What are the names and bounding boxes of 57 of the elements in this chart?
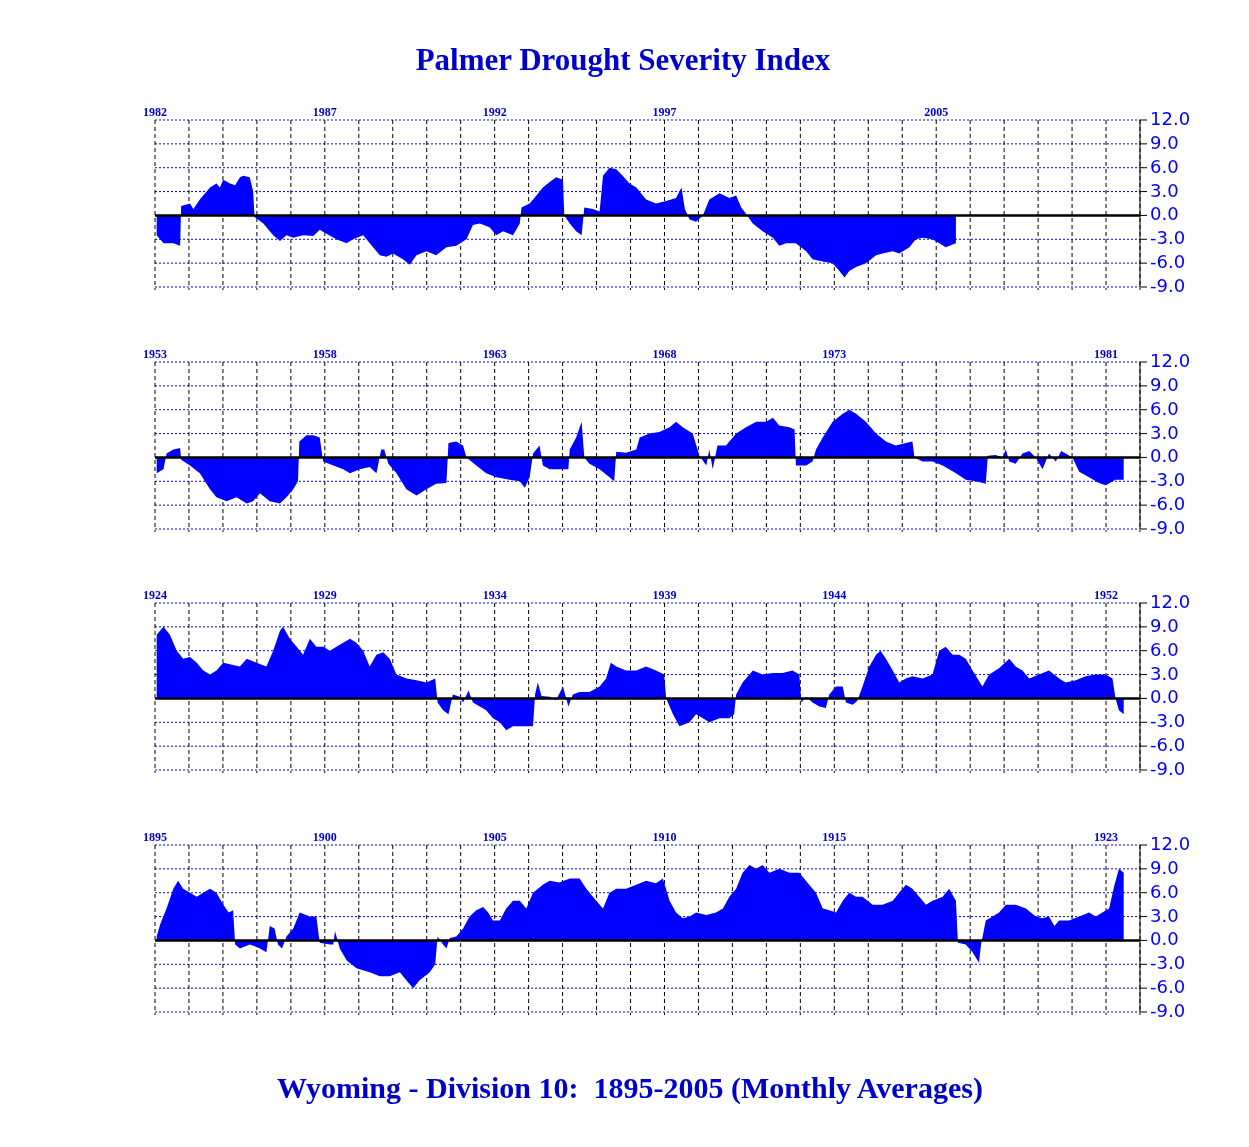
y-tick-label: 9.0	[1150, 856, 1179, 878]
x-tick-label: 1915	[822, 830, 847, 844]
y-tick-label: -6.0	[1150, 976, 1186, 998]
x-tick-label: 1944	[822, 588, 847, 602]
text: Wyoming - Division 10: 1895-2005 (Monthly Averages)	[277, 1071, 983, 1105]
y-tick-label: -9.0	[1150, 758, 1186, 779]
y-tick-label: 6.0	[1150, 155, 1179, 177]
y-tick-label: 3.0	[1150, 662, 1179, 684]
x-tick-label: 1923	[1094, 830, 1119, 844]
y-tick-label: -9.0	[1150, 517, 1186, 538]
x-tick-label: 1987	[312, 105, 337, 119]
x-tick-label: 1924	[143, 588, 167, 602]
x-tick-label: 1952	[1094, 588, 1119, 602]
y-tick-label: -6.0	[1150, 251, 1186, 273]
x-tick-label: 1981	[1094, 347, 1119, 361]
y-tick-label: -3.0	[1150, 227, 1186, 249]
x-tick-label: 1953	[143, 347, 167, 361]
y-tick-label: 12.0	[1150, 350, 1191, 371]
y-tick-label: 12.0	[1150, 591, 1191, 612]
y-tick-label: 0.0	[1150, 445, 1179, 467]
x-tick-label: 1939	[652, 588, 677, 602]
y-tick-label: -6.0	[1150, 734, 1186, 756]
x-tick-label: 2005	[924, 105, 949, 119]
y-tick-label: 9.0	[1150, 614, 1179, 636]
y-tick-label: -6.0	[1150, 493, 1186, 515]
y-tick-label: 0.0	[1150, 686, 1179, 708]
x-tick-label: 1905	[482, 830, 507, 844]
x-tick-label: 1968	[652, 347, 677, 361]
y-tick-label: 9.0	[1150, 131, 1179, 153]
y-tick-label: 3.0	[1150, 904, 1179, 926]
y-tick-label: -3.0	[1150, 469, 1186, 491]
y-tick-label: 9.0	[1150, 373, 1179, 395]
y-tick-label: -3.0	[1150, 710, 1186, 732]
y-tick-label: 12.0	[1150, 833, 1191, 854]
x-tick-label: 1929	[312, 588, 337, 602]
x-tick-label: 1992	[482, 105, 507, 119]
x-tick-label: 1973	[822, 347, 847, 361]
y-tick-label: 6.0	[1150, 397, 1179, 419]
x-tick-label: 1895	[143, 830, 167, 844]
y-tick-label: 6.0	[1150, 638, 1179, 660]
x-tick-label: 1982	[143, 105, 167, 119]
y-tick-label: 0.0	[1150, 928, 1179, 950]
x-tick-label: 1997	[652, 105, 677, 119]
y-tick-label: 6.0	[1150, 880, 1179, 902]
chart-title: Palmer Drought Severity Index	[415, 42, 831, 77]
y-tick-label: 12.0	[1150, 108, 1191, 129]
y-tick-label: 0.0	[1150, 203, 1179, 225]
x-tick-label: 1934	[482, 588, 507, 602]
x-tick-label: 1963	[482, 347, 507, 361]
y-tick-label: 3.0	[1150, 421, 1179, 443]
y-tick-label: -9.0	[1150, 275, 1186, 296]
y-tick-label: 3.0	[1150, 179, 1179, 201]
y-tick-label: -3.0	[1150, 952, 1186, 974]
x-tick-label: 1900	[312, 830, 337, 844]
y-tick-label: -9.0	[1150, 1000, 1186, 1021]
x-tick-label: 1958	[312, 347, 337, 361]
x-tick-label: 1910	[652, 830, 677, 844]
